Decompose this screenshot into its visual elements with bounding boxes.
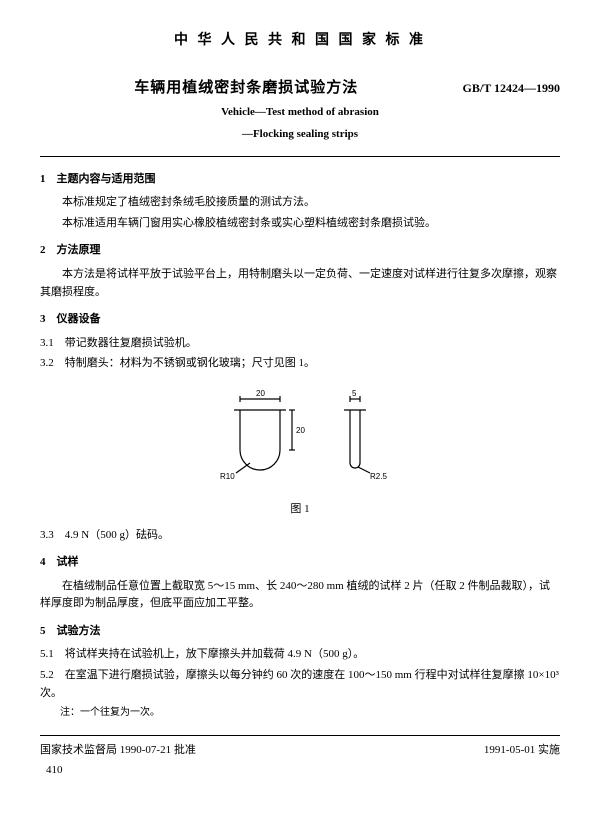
section-4-heading: 4 试样	[40, 554, 560, 572]
subtitle-en-1: Vehicle—Test method of abrasion	[40, 104, 560, 122]
footer-approval: 国家技术监督局 1990-07-21 批准	[40, 742, 196, 760]
header-block: 车辆用植绒密封条磨损试验方法 GB/T 12424—1990 Vehicle—T…	[40, 76, 560, 143]
section-5-i1: 5.1 将试样夹持在试验机上，放下摩擦头并加载荷 4.9 N（500 g）。	[40, 646, 560, 664]
document-number: GB/T 12424—1990	[463, 79, 560, 98]
section-5-i2: 5.2 在室温下进行磨损试验，摩擦头以每分钟约 60 次的速度在 100～150…	[40, 667, 560, 702]
section-5-note: 注：一个往复为一次。	[40, 705, 560, 721]
figure-1-caption: 图 1	[40, 501, 560, 519]
country-title: 中 华 人 民 共 和 国 国 家 标 准	[40, 30, 560, 52]
dim-radius-2: R2.5	[370, 472, 387, 481]
section-2-p1: 本方法是将试样平放于试验平台上，用特制磨头以一定负荷、一定速度对试样进行往复多次…	[40, 266, 560, 301]
document-title: 车辆用植绒密封条磨损试验方法	[40, 76, 453, 100]
section-1-p1: 本标准规定了植绒密封条绒毛胶接质量的测试方法。	[40, 194, 560, 212]
dim-thickness: 5	[352, 389, 357, 398]
footer: 国家技术监督局 1990-07-21 批准 1991-05-01 实施	[40, 735, 560, 760]
subtitle-en-2: —Flocking sealing strips	[40, 126, 560, 144]
section-1-heading: 1 主题内容与适用范围	[40, 171, 560, 189]
section-2-heading: 2 方法原理	[40, 242, 560, 260]
top-rule	[40, 156, 560, 157]
page-number: 410	[46, 762, 560, 780]
section-3-heading: 3 仪器设备	[40, 311, 560, 329]
section-5-heading: 5 试验方法	[40, 623, 560, 641]
section-4-p1: 在植绒制品任意位置上截取宽 5～15 mm、长 240～280 mm 植绒的试样…	[40, 578, 560, 613]
dim-width: 20	[256, 389, 265, 398]
dim-radius: R10	[220, 472, 235, 481]
section-3-i3: 3.3 4.9 N（500 g）砝码。	[40, 527, 560, 545]
section-1-p2: 本标准适用车辆门窗用实心橡胶植绒密封条或实心塑料植绒密封条磨损试验。	[40, 215, 560, 233]
section-3-i1: 3.1 带记数器往复磨损试验机。	[40, 335, 560, 353]
figure-1: 20 20 R10 5 R2.5	[40, 385, 560, 495]
footer-effective: 1991-05-01 实施	[484, 742, 560, 760]
section-3-i2: 3.2 特制磨头：材料为不锈钢或钢化玻璃；尺寸见图 1。	[40, 355, 560, 373]
dim-height: 20	[296, 426, 305, 435]
